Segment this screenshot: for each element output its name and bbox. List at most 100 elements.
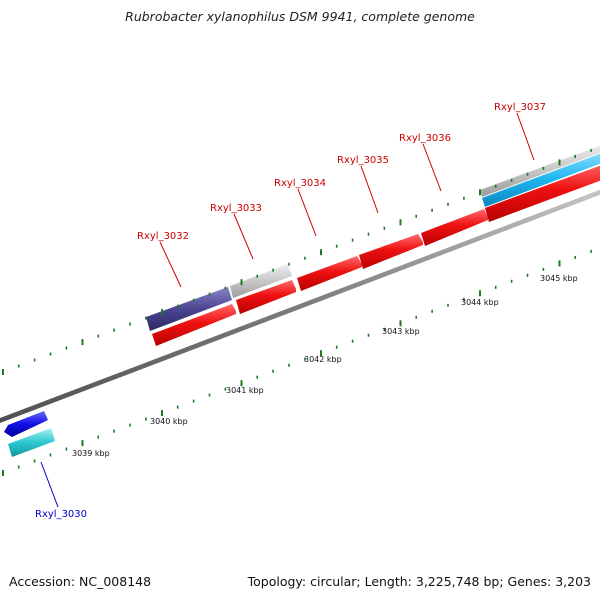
- kbp-label: 3044 kbp: [461, 298, 499, 307]
- inner-scale-tick: [351, 339, 354, 343]
- outer-scale-tick: [65, 346, 68, 350]
- inner-scale-tick: [447, 303, 449, 307]
- gene-label-rxyl-3033[interactable]: Rxyl_3033: [210, 203, 262, 214]
- outer-scale-tick: [335, 244, 338, 248]
- gene-label-rxyl-3034[interactable]: Rxyl_3034: [274, 178, 326, 189]
- outer-scale-tick: [494, 184, 497, 188]
- inner-scale-tick: [542, 267, 545, 271]
- gene-leader-line: [360, 165, 379, 214]
- inner-scale-tick: [65, 447, 68, 451]
- gene-label-rxyl-3032[interactable]: Rxyl_3032: [137, 231, 189, 242]
- outer-scale-tick: [208, 292, 211, 296]
- gene-block-rxyl-3036-cds[interactable]: [421, 209, 488, 246]
- gene-block-rxyl-3037-gene[interactable]: [482, 150, 600, 207]
- gene-label-rxyl-3030[interactable]: Rxyl_3030: [35, 509, 87, 520]
- outer-scale-tick: [574, 154, 576, 158]
- inner-scale-tick: [129, 423, 131, 427]
- inner-scale-tick: [320, 350, 322, 357]
- kbp-label: 3045 kbp: [540, 274, 578, 283]
- gene-block-rxyl-3032-gene[interactable]: [146, 287, 232, 331]
- kbp-label: 3042 kbp: [304, 355, 342, 364]
- gene-block-rxyl-3033-gene[interactable]: [230, 264, 292, 298]
- outer-scale-tick: [145, 316, 147, 320]
- kbp-label: 3041 kbp: [226, 386, 264, 395]
- inner-scale-tick: [304, 357, 306, 361]
- inner-scale-tick: [161, 410, 163, 417]
- inner-scale-tick: [288, 363, 290, 367]
- inner-scale-tick: [415, 315, 417, 319]
- gene-label-rxyl-3037[interactable]: Rxyl_3037: [494, 102, 546, 113]
- outer-scale-tick: [240, 279, 243, 286]
- gene-block-rxyl-3037-cds[interactable]: [485, 162, 600, 222]
- gene-leader-line: [422, 143, 442, 192]
- outer-scale-tick: [97, 334, 99, 338]
- gene-leader-line: [297, 188, 317, 237]
- feature-layer: [0, 142, 600, 457]
- gene-block-rxyl-3033-cds[interactable]: [236, 280, 296, 314]
- inner-scale-tick: [33, 459, 36, 463]
- inner-scale-tick: [240, 380, 243, 387]
- gene-block-rxyl-3035-cds[interactable]: [359, 234, 423, 269]
- gene-block-rxyl-3030-gene[interactable]: [8, 428, 55, 457]
- gene-block-rxyl-3032-cds[interactable]: [152, 304, 236, 346]
- inner-scale-tick: [256, 375, 258, 379]
- inner-scale-tick: [479, 290, 481, 297]
- inner-scale-tick: [113, 429, 115, 433]
- inner-scale-tick: [558, 260, 561, 267]
- inner-scale-tick: [2, 470, 4, 476]
- gene-label-rxyl-3035[interactable]: Rxyl_3035: [337, 155, 389, 166]
- outer-scale-tick: [510, 178, 513, 182]
- gene-block-rxyl-3034-cds[interactable]: [297, 256, 362, 291]
- map-title: Rubrobacter xylanophilus DSM 9941, compl…: [125, 9, 475, 24]
- outer-scale-tick: [590, 148, 592, 152]
- gene-leader-line: [40, 461, 59, 508]
- gene-label-rxyl-3036[interactable]: Rxyl_3036: [399, 133, 451, 144]
- outer-scale-tick: [272, 268, 274, 272]
- inner-scale-tick: [224, 387, 227, 391]
- outer-scale-tick: [2, 369, 4, 375]
- gene-leader-line: [159, 241, 182, 288]
- inner-scale-tick: [335, 345, 338, 349]
- gene-leader-line: [233, 213, 254, 260]
- inner-scale-tick: [590, 249, 592, 253]
- gene-block-rxyl-3030-cds[interactable]: [4, 411, 48, 437]
- inner-scale-tick: [526, 273, 529, 277]
- gene-block-rxyl-3037-top[interactable]: [480, 142, 600, 197]
- scale-ticks: [2, 148, 592, 476]
- inner-scale-tick: [17, 465, 20, 469]
- kbp-label: 3039 kbp: [72, 449, 110, 458]
- inner-scale-tick: [192, 399, 195, 403]
- outer-scale-tick: [431, 208, 433, 212]
- outer-scale-tick: [33, 358, 36, 362]
- accession-text: Accession: NC_008148: [9, 574, 152, 589]
- outer-scale-tick: [558, 159, 561, 166]
- genome-backbone: [0, 189, 600, 423]
- kbp-label: 3043 kbp: [382, 327, 420, 336]
- inner-scale-tick: [463, 297, 465, 301]
- inner-scale-tick: [272, 369, 274, 373]
- outer-scale-tick: [161, 309, 163, 316]
- outer-scale-tick: [383, 226, 386, 230]
- outer-scale-tick: [113, 328, 115, 332]
- inner-scale-tick: [574, 255, 576, 259]
- gene-labels: Rxyl_3030 Rxyl_3032 Rxyl_3033 Rxyl_3034 Rxyl…: [35, 102, 546, 520]
- kbp-labels: 3039 kbp 3040 kbp 3041 kbp 3042 kbp 3043 kbp…: [72, 274, 578, 458]
- outer-scale-tick: [81, 339, 84, 346]
- inner-scale-tick: [367, 333, 370, 337]
- outer-scale-tick: [192, 298, 195, 302]
- outer-scale-tick: [17, 364, 20, 368]
- inner-scale-tick: [431, 309, 433, 313]
- gene-leader-line: [516, 112, 535, 161]
- inner-scale-tick: [145, 417, 147, 421]
- inner-scale-tick: [383, 327, 386, 331]
- outer-scale-tick: [49, 352, 52, 356]
- outer-scale-tick: [399, 219, 402, 226]
- outer-scale-tick: [367, 232, 370, 236]
- outer-scale-tick: [542, 166, 545, 170]
- inner-scale-tick: [97, 435, 99, 439]
- outer-scale-tick: [176, 304, 179, 308]
- kbp-label: 3040 kbp: [150, 417, 188, 426]
- outer-scale-tick: [129, 322, 131, 326]
- inner-scale-tick: [399, 320, 402, 327]
